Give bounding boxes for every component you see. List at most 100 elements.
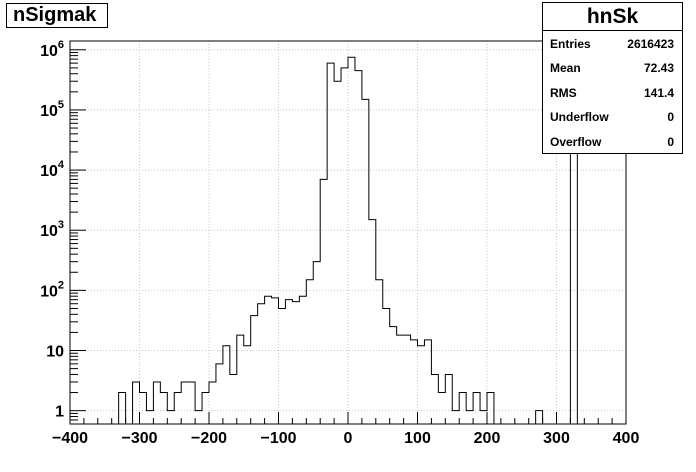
histogram-bin — [418, 346, 425, 424]
y-tick-base: 10 — [40, 43, 58, 60]
x-tick-label: −300 — [121, 430, 157, 447]
histogram-bin — [480, 411, 487, 424]
x-tick-label: −100 — [260, 430, 296, 447]
histogram-bin — [237, 335, 244, 424]
y-tick-base: 10 — [40, 163, 58, 180]
histogram-bin — [209, 382, 216, 424]
y-tick-exponent: 6 — [58, 39, 64, 51]
y-tick-label: 105 — [40, 99, 64, 120]
histogram-bin — [536, 411, 543, 424]
stats-value: 2616423 — [627, 37, 674, 51]
y-tick-base: 10 — [40, 223, 58, 240]
stats-label: Underflow — [550, 110, 609, 124]
histogram-bin — [188, 382, 195, 424]
y-tick-label: 104 — [40, 159, 65, 180]
histogram-bin — [244, 346, 251, 424]
y-tick-label: 106 — [40, 39, 64, 60]
histogram-bin — [285, 300, 292, 424]
x-tick-label: −200 — [191, 430, 227, 447]
histogram-bin — [411, 340, 418, 424]
histogram-bin — [334, 81, 341, 424]
x-tick-label: 400 — [613, 430, 640, 447]
histogram-bin — [272, 298, 279, 424]
histogram-bin — [452, 411, 459, 424]
stats-row-entries: Entries 2616423 — [543, 33, 682, 55]
x-tick-label: 300 — [543, 430, 570, 447]
histogram-bin — [258, 304, 265, 424]
histogram-bin — [362, 99, 369, 424]
histogram-bin — [487, 393, 494, 424]
histogram-bin — [202, 393, 209, 424]
histogram-bin — [299, 296, 306, 424]
histogram-outline — [118, 49, 578, 424]
histogram-bin — [355, 71, 362, 424]
histogram-bin — [153, 382, 160, 424]
histogram-bin — [438, 393, 445, 424]
stats-row-underflow: Underflow 0 — [543, 106, 682, 128]
histogram-bin — [195, 411, 202, 424]
histogram-bin — [313, 262, 320, 424]
histogram-bin — [216, 364, 223, 424]
y-tick-label: 103 — [40, 219, 64, 240]
x-tick-label: −400 — [52, 430, 88, 447]
y-tick-exponent: 5 — [58, 99, 64, 111]
x-tick-label: 100 — [404, 430, 431, 447]
stats-value: 0 — [667, 135, 674, 149]
stats-label: Entries — [550, 37, 591, 51]
histogram-bin — [431, 374, 438, 424]
y-tick-exponent: 4 — [58, 159, 65, 171]
stats-histogram-name: hnSk — [543, 3, 682, 31]
histogram-bin — [146, 411, 153, 424]
y-tick-base: 10 — [40, 283, 58, 300]
histogram-bin — [119, 393, 126, 424]
histogram-bin — [445, 374, 452, 424]
stats-row-rms: RMS 141.4 — [543, 82, 682, 104]
stats-row-mean: Mean 72.43 — [543, 57, 682, 79]
histogram-bin — [473, 393, 480, 424]
histogram-bin — [230, 374, 237, 424]
y-tick-label: 102 — [40, 279, 64, 300]
histogram-bin — [167, 411, 174, 424]
histogram-bin — [251, 316, 258, 424]
histogram-bin — [424, 340, 431, 424]
y-tick-label: 10 — [46, 344, 64, 361]
stats-value: 0 — [667, 110, 674, 124]
histogram-bin — [459, 393, 466, 424]
histogram-bin — [390, 327, 397, 424]
histogram-bin — [174, 393, 181, 424]
stats-value: 72.43 — [643, 61, 674, 75]
x-tick-label: 0 — [344, 430, 353, 447]
histogram-title-box: nSigmak — [6, 3, 108, 28]
histogram-bin — [466, 411, 473, 424]
histogram-bin — [265, 296, 272, 424]
stats-label: Overflow — [550, 135, 602, 149]
y-tick-exponent: 2 — [58, 279, 64, 291]
histogram-title: nSigmak — [13, 4, 97, 26]
stats-label: RMS — [550, 86, 577, 100]
histogram-bin — [348, 57, 355, 424]
y-tick-label: 1 — [55, 404, 64, 421]
histogram-bin — [376, 280, 383, 424]
histogram-bin — [140, 393, 147, 424]
histogram-bin — [341, 68, 348, 424]
x-tick-labels: −400 −300 −200 −100 0 100 200 300 400 — [52, 430, 639, 447]
x-tick-label: 200 — [474, 430, 501, 447]
histogram-bin — [292, 302, 299, 424]
stats-label: Mean — [550, 61, 581, 75]
histogram-bin — [369, 220, 376, 424]
y-tick-base: 10 — [40, 103, 58, 120]
stats-value: 141.4 — [643, 86, 674, 100]
histogram-bin — [160, 393, 167, 424]
histogram-bin — [279, 308, 286, 424]
histogram-bin — [306, 280, 313, 424]
stats-box: hnSk Entries 2616423 Mean 72.43 RMS 141.… — [542, 2, 683, 154]
y-tick-exponent: 3 — [58, 219, 64, 231]
histogram-bin — [327, 63, 334, 424]
histogram-bin — [320, 179, 327, 424]
histogram-bin — [133, 382, 140, 424]
stats-row-overflow: Overflow 0 — [543, 131, 682, 153]
histogram-bin — [223, 346, 230, 424]
histogram-bin — [383, 308, 390, 424]
histogram-bin — [181, 382, 188, 424]
